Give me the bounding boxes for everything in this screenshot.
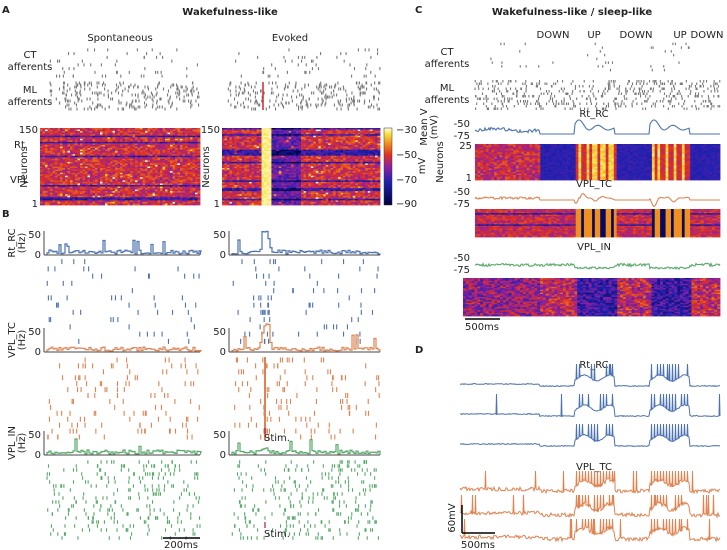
heat-cell [98,204,101,206]
heat-cell [120,204,123,206]
heat-cell [163,204,166,206]
heat-cell [43,204,46,206]
heat-cell [195,204,198,206]
heat-cell [170,204,173,206]
heat-cell [55,204,58,206]
heat-cell [165,204,168,206]
heat-cell [118,204,121,206]
heat-cell [185,204,188,206]
heat-cell [110,204,113,206]
heat-cell [160,204,163,206]
heat-cell [198,204,201,206]
heat-cell [88,204,91,206]
heat-cell [138,204,141,206]
heat-cell [105,204,108,206]
heat-cell [135,204,138,206]
heat-cell [95,204,98,206]
heat-cell [140,204,143,206]
heat-cell [180,204,183,206]
heat-cell [183,204,186,206]
heat-cell [143,204,146,206]
heat-cell [145,204,148,206]
heat-cell [123,204,126,206]
heat-cell [73,204,76,206]
heat-cell [85,204,88,206]
heat-cell [60,204,63,206]
label: Spontaneous [87,33,152,44]
label: Evoked [272,33,308,44]
label: ML [23,85,38,96]
heat-cell [158,204,161,206]
heat-cell [53,204,56,206]
heat-cell [155,204,158,206]
heat-cell [130,204,133,206]
heat-cell [68,204,71,206]
heat-cell [90,204,93,206]
heat-cell [70,204,73,206]
heat-cell [45,204,48,206]
heat-cell [190,204,193,206]
heat-cell [63,204,66,206]
heat-cell [103,204,106,206]
heat-cell [153,204,156,206]
heat-cell [83,204,86,206]
heat-cell [148,204,151,206]
label: afferents [8,97,53,108]
heat-cell [75,204,78,206]
heat-cell [108,204,111,206]
heat-cell [128,204,131,206]
heat-cell [50,204,53,206]
heat-cell [125,204,128,206]
heat-cell [175,204,178,206]
heat-cell [100,204,103,206]
label: A [2,5,10,16]
heat-cell [150,204,153,206]
heat-cell [113,204,116,206]
heat-cell [48,204,51,206]
heat-cell [40,204,43,206]
heat-cell [188,204,191,206]
heat-cell [93,204,96,206]
heat-cell [78,204,81,206]
heat-cell [115,204,118,206]
heat-cell [173,204,176,206]
heat-cell [58,204,61,206]
heat-cell [133,204,136,206]
label: CT [23,50,37,61]
heat-cell [178,204,181,206]
heat-cell [80,204,83,206]
heat-cell [193,204,196,206]
label: afferents [8,62,53,73]
heat-cell [168,204,171,206]
heat-cell [65,204,68,206]
label: Wakefulness-like [182,7,278,18]
